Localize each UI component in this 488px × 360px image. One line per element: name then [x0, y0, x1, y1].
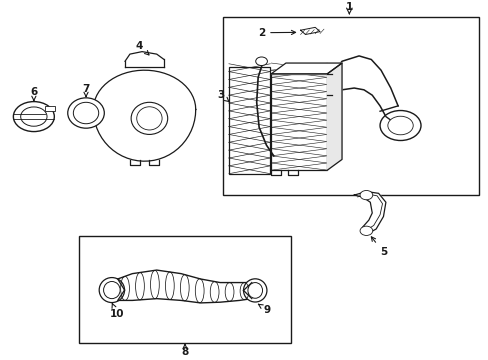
Text: 10: 10 [109, 303, 124, 319]
Circle shape [255, 57, 267, 66]
Ellipse shape [99, 278, 124, 302]
Circle shape [359, 226, 372, 235]
Text: 7: 7 [82, 84, 89, 97]
Circle shape [20, 107, 47, 126]
Ellipse shape [131, 102, 167, 134]
Text: 8: 8 [181, 344, 188, 357]
Ellipse shape [73, 102, 99, 124]
Circle shape [13, 102, 54, 131]
Bar [271, 74, 327, 170]
Text: 4: 4 [136, 41, 149, 55]
Polygon shape [271, 63, 341, 74]
Polygon shape [300, 27, 320, 35]
Bar [228, 67, 270, 174]
Bar [79, 236, 290, 343]
Circle shape [359, 190, 372, 200]
Ellipse shape [103, 282, 120, 299]
Text: 2: 2 [257, 28, 295, 38]
Text: 5: 5 [370, 237, 386, 257]
Circle shape [379, 111, 420, 140]
Polygon shape [327, 63, 341, 170]
Polygon shape [353, 192, 385, 234]
Text: 3: 3 [217, 90, 229, 102]
Text: 9: 9 [258, 304, 270, 315]
Bar [222, 17, 478, 195]
Circle shape [387, 116, 412, 135]
Text: 1: 1 [345, 2, 352, 12]
Ellipse shape [247, 283, 262, 298]
Ellipse shape [243, 279, 266, 302]
Ellipse shape [68, 98, 104, 128]
Text: 6: 6 [30, 87, 38, 100]
Ellipse shape [137, 107, 162, 130]
Bar [44, 106, 55, 111]
